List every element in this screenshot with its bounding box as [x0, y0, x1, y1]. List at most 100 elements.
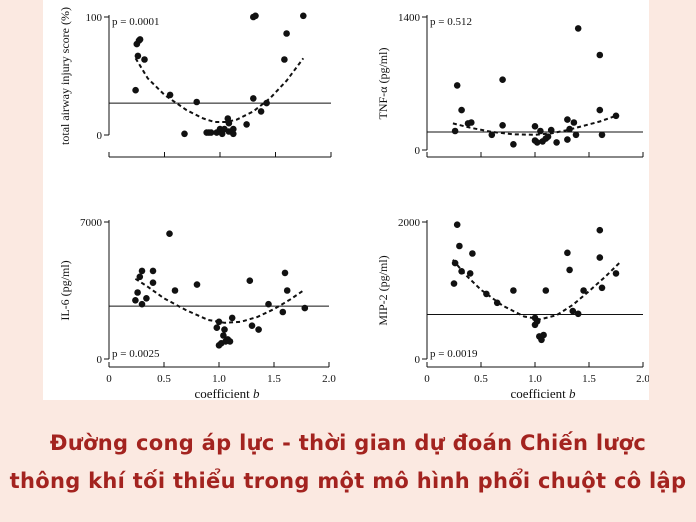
- data-point: [181, 130, 188, 138]
- data-point: [243, 121, 250, 128]
- y-tick-label: 0: [415, 354, 421, 366]
- p-value-label: p = 0.0025: [112, 348, 160, 360]
- data-point: [132, 297, 139, 304]
- y-axis-title: IL-6 (pg/ml): [58, 260, 72, 320]
- data-point: [283, 287, 291, 294]
- data-point: [533, 139, 541, 146]
- data-point: [510, 141, 517, 148]
- data-point: [257, 108, 265, 115]
- data-point: [564, 116, 571, 123]
- data-point: [537, 127, 544, 135]
- data-point: [596, 51, 604, 59]
- y-axis-title: total airway injury score (%): [58, 7, 72, 145]
- y-tick-label: 0: [97, 354, 103, 366]
- data-point: [574, 25, 582, 32]
- y-tick-label: 100: [86, 12, 103, 24]
- data-point: [281, 56, 288, 63]
- data-point: [250, 95, 257, 102]
- data-point: [499, 76, 506, 83]
- data-point: [132, 86, 139, 94]
- data-point: [531, 123, 539, 130]
- x-axis-title: coefficient b: [194, 386, 260, 400]
- data-point: [226, 338, 234, 345]
- data-point: [166, 230, 173, 237]
- y-tick-label: 1400: [398, 12, 421, 24]
- y-tick-label: 0: [97, 130, 103, 142]
- data-point: [207, 129, 215, 136]
- x-tick-label: 1.0: [212, 373, 226, 385]
- data-point: [279, 308, 287, 316]
- data-point: [228, 314, 236, 322]
- figure-panel: 100 0 total airway injury score (%) p = 0.0…: [43, 0, 649, 400]
- data-point: [540, 331, 547, 339]
- data-point: [246, 277, 254, 285]
- data-point: [499, 122, 506, 129]
- data-point: [225, 119, 233, 127]
- data-point: [166, 91, 174, 99]
- data-point: [570, 119, 578, 126]
- fit-curve: [134, 277, 306, 324]
- data-point: [451, 259, 459, 267]
- y-axis-title: MIP-2 (pg/ml): [376, 255, 390, 325]
- x-tick-label: 1.0: [528, 373, 542, 385]
- data-point: [301, 304, 309, 312]
- data-point: [580, 287, 587, 294]
- x-tick-label: 2.0: [322, 373, 336, 385]
- data-point: [213, 324, 221, 332]
- data-point: [596, 226, 604, 234]
- x-tick-label: 1.5: [267, 373, 281, 385]
- data-point: [612, 270, 620, 277]
- data-point: [138, 267, 146, 275]
- data-point: [510, 287, 517, 294]
- fit-curve: [452, 114, 617, 136]
- y-axis-title: TNF-α (pg/ml): [376, 48, 390, 120]
- data-point: [149, 279, 157, 287]
- data-point: [283, 30, 290, 37]
- x-tick-label: 0.5: [474, 373, 488, 385]
- data-point: [136, 36, 144, 43]
- y-tick-label: 2000: [398, 217, 421, 229]
- x-tick-label: 0: [424, 373, 430, 385]
- data-point: [450, 280, 458, 287]
- data-point: [136, 273, 144, 281]
- data-point: [451, 127, 459, 135]
- data-point: [453, 221, 461, 228]
- data-point: [453, 82, 461, 89]
- x-tick-label: 1.5: [582, 373, 596, 385]
- data-point: [547, 126, 555, 134]
- data-point: [598, 131, 606, 139]
- data-point: [193, 98, 200, 106]
- data-point: [134, 52, 142, 60]
- data-point: [466, 270, 474, 277]
- data-point: [300, 12, 307, 20]
- data-point: [566, 266, 573, 274]
- data-point: [230, 125, 237, 133]
- caption-line-2: thông khí tối thiểu trong một mô hình ph…: [9, 469, 687, 493]
- x-tick-label: 2.0: [636, 373, 649, 385]
- data-point: [493, 299, 501, 307]
- data-point: [458, 268, 465, 275]
- fit-curve: [134, 57, 305, 123]
- x-axis-title: coefficient b: [510, 386, 576, 400]
- data-point: [248, 322, 256, 330]
- data-point: [598, 284, 606, 292]
- data-point: [215, 318, 223, 326]
- data-point: [221, 326, 228, 333]
- data-point: [542, 287, 550, 294]
- data-point: [263, 99, 270, 107]
- data-point: [566, 125, 573, 133]
- y-tick-label: 0: [415, 145, 421, 157]
- data-point: [171, 287, 179, 294]
- p-value-label: p = 0.0001: [112, 16, 159, 28]
- data-point: [596, 106, 604, 114]
- data-point: [564, 136, 571, 143]
- data-point: [533, 318, 541, 325]
- p-value-label: p = 0.0019: [430, 348, 478, 360]
- chart-grid: 100 0 total airway injury score (%) p = 0.0…: [58, 7, 649, 400]
- data-point: [488, 131, 496, 139]
- data-point: [265, 300, 272, 308]
- data-point: [612, 112, 620, 120]
- x-tick-label: 0: [106, 373, 112, 385]
- data-point: [255, 326, 262, 333]
- data-point: [553, 139, 560, 146]
